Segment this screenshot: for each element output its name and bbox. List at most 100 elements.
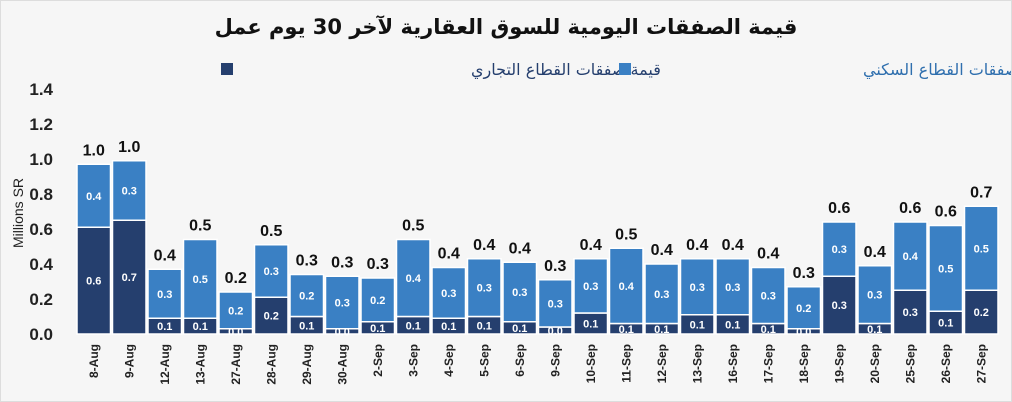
total-label: 0.5 bbox=[260, 223, 282, 240]
y-tick-label: 0.6 bbox=[29, 220, 53, 239]
total-label: 0.5 bbox=[402, 218, 424, 235]
bar-value-label: 0.3 bbox=[477, 283, 492, 295]
bar-segment-residential bbox=[76, 163, 112, 228]
bar-value-label: 0.2 bbox=[370, 295, 385, 307]
x-tick-label: 19-Sep bbox=[832, 344, 846, 383]
x-tick-label: 8-Aug bbox=[87, 344, 101, 378]
bar-value-label: 0.4 bbox=[619, 281, 635, 293]
y-tick-label: 1.2 bbox=[29, 115, 53, 134]
x-tick-label: 17-Sep bbox=[761, 344, 775, 383]
bar-value-label: 0.3 bbox=[690, 282, 705, 294]
bar-segment-residential bbox=[679, 258, 715, 316]
x-tick-label: 12-Sep bbox=[655, 344, 669, 383]
bar-value-label: 0.4 bbox=[86, 191, 102, 203]
total-label: 0.5 bbox=[615, 226, 637, 243]
bar-value-label: 0.1 bbox=[406, 320, 421, 332]
bar-value-label: 0.2 bbox=[264, 311, 279, 323]
total-label: 0.3 bbox=[331, 254, 353, 271]
x-tick-label: 12-Aug bbox=[158, 344, 172, 385]
bar-segment-residential bbox=[147, 268, 183, 319]
bar-value-label: 0.3 bbox=[441, 288, 456, 300]
y-ticks: 0.0 0.2 0.4 0.6 0.8 1.0 1.2 1.4 bbox=[29, 80, 53, 344]
bar-value-label: 0.3 bbox=[157, 289, 172, 301]
bar-segment-residential bbox=[360, 277, 396, 323]
x-tick-label: 9-Sep bbox=[548, 344, 562, 377]
total-label: 0.4 bbox=[651, 242, 673, 259]
total-label: 0.4 bbox=[686, 237, 708, 254]
bar-value-label: 0.3 bbox=[654, 289, 669, 301]
x-tick-label: 5-Sep bbox=[477, 344, 491, 377]
bar-value-label: 0.1 bbox=[477, 320, 492, 332]
total-label: 0.4 bbox=[154, 247, 176, 264]
y-tick-label: 0.4 bbox=[29, 255, 53, 274]
bar-segment-residential bbox=[786, 286, 822, 330]
total-label: 1.0 bbox=[83, 142, 105, 159]
bar-value-label: 0.1 bbox=[441, 321, 456, 333]
bar-segment-residential bbox=[466, 258, 502, 318]
x-tick-label: 28-Aug bbox=[264, 344, 278, 385]
bar-value-label: 0.1 bbox=[654, 324, 669, 336]
total-label: 1.0 bbox=[118, 139, 140, 156]
total-label: 0.3 bbox=[296, 253, 318, 270]
bar-value-label: 0.1 bbox=[867, 324, 882, 336]
x-tick-label: 27-Sep bbox=[974, 344, 988, 383]
x-labels: 8-Aug 9-Aug 12-Aug 13-Aug 27-Aug 28-Aug 29-Aug… bbox=[87, 344, 989, 385]
x-tick-label: 13-Sep bbox=[690, 344, 704, 383]
bar-segment-commercial bbox=[821, 275, 857, 335]
bar-value-label: 0.1 bbox=[690, 319, 705, 331]
bar-segment-residential bbox=[644, 263, 680, 325]
total-label: 0.4 bbox=[580, 237, 602, 254]
bar-value-label: 0.3 bbox=[903, 307, 918, 319]
bar-value-label: 0.2 bbox=[974, 307, 989, 319]
x-tick-label: 4-Sep bbox=[442, 344, 456, 377]
bar-segment-residential bbox=[608, 247, 644, 325]
bar-value-label: 0.1 bbox=[157, 321, 172, 333]
bar-segment-residential bbox=[750, 266, 786, 325]
x-tick-label: 13-Aug bbox=[193, 344, 207, 385]
bar-value-label: 0.2 bbox=[299, 291, 314, 303]
x-tick-label: 26-Sep bbox=[939, 344, 953, 383]
bar-value-label: 0.1 bbox=[761, 324, 776, 336]
bar-segment-residential bbox=[857, 265, 893, 325]
x-tick-label: 6-Sep bbox=[513, 344, 527, 377]
total-label: 0.6 bbox=[828, 200, 850, 217]
bar-value-label: 0.3 bbox=[335, 298, 350, 310]
total-label: 0.3 bbox=[367, 256, 389, 273]
chart-title: قيمة الصفقات اليومية للسوق العقارية لآخر… bbox=[215, 15, 798, 39]
y-tick-label: 0.0 bbox=[29, 325, 53, 344]
total-label: 0.4 bbox=[722, 237, 744, 254]
bar-segment-residential bbox=[182, 238, 218, 319]
bar-value-label: 0.1 bbox=[938, 318, 953, 330]
x-tick-label: 9-Aug bbox=[122, 344, 136, 378]
y-axis-label: Millions SR bbox=[10, 178, 26, 248]
y-tick-label: 0.8 bbox=[29, 185, 53, 204]
bar-value-label: 0.3 bbox=[761, 291, 776, 303]
bar-value-label: 0.1 bbox=[725, 319, 740, 331]
total-label: 0.3 bbox=[793, 265, 815, 282]
total-label: 0.7 bbox=[970, 184, 992, 201]
total-label: 0.4 bbox=[757, 246, 779, 263]
bar-segment-residential bbox=[715, 258, 751, 316]
bar-segment-residential bbox=[537, 279, 573, 328]
legend-label-commercial: قيمة صفقات القطاع التجاري bbox=[471, 60, 661, 80]
bar-segment-residential bbox=[821, 221, 857, 277]
x-tick-label: 29-Aug bbox=[300, 344, 314, 385]
bar-segment-residential bbox=[573, 258, 609, 314]
bar-segment-commercial bbox=[892, 289, 928, 335]
bar-value-label: 0.5 bbox=[193, 274, 208, 286]
bar-value-label: 0.2 bbox=[796, 303, 811, 315]
bar-segment-residential bbox=[324, 275, 360, 330]
bar-segment-commercial bbox=[253, 296, 289, 335]
y-tick-label: 1.0 bbox=[29, 150, 53, 169]
total-label: 0.4 bbox=[473, 237, 495, 254]
legend-label-residential: قيمة صفقات القطاع السكني bbox=[863, 60, 1012, 80]
x-tick-label: 10-Sep bbox=[584, 344, 598, 383]
x-tick-label: 11-Sep bbox=[619, 344, 633, 383]
y-tick-label: 0.2 bbox=[29, 290, 53, 309]
bar-value-label: 0.3 bbox=[122, 186, 137, 198]
bar-segment-commercial bbox=[76, 226, 112, 335]
bar-segment-residential bbox=[431, 266, 467, 319]
bar-segment-residential bbox=[928, 224, 964, 312]
x-tick-label: 16-Sep bbox=[726, 344, 740, 383]
bar-segment-residential bbox=[253, 244, 289, 298]
